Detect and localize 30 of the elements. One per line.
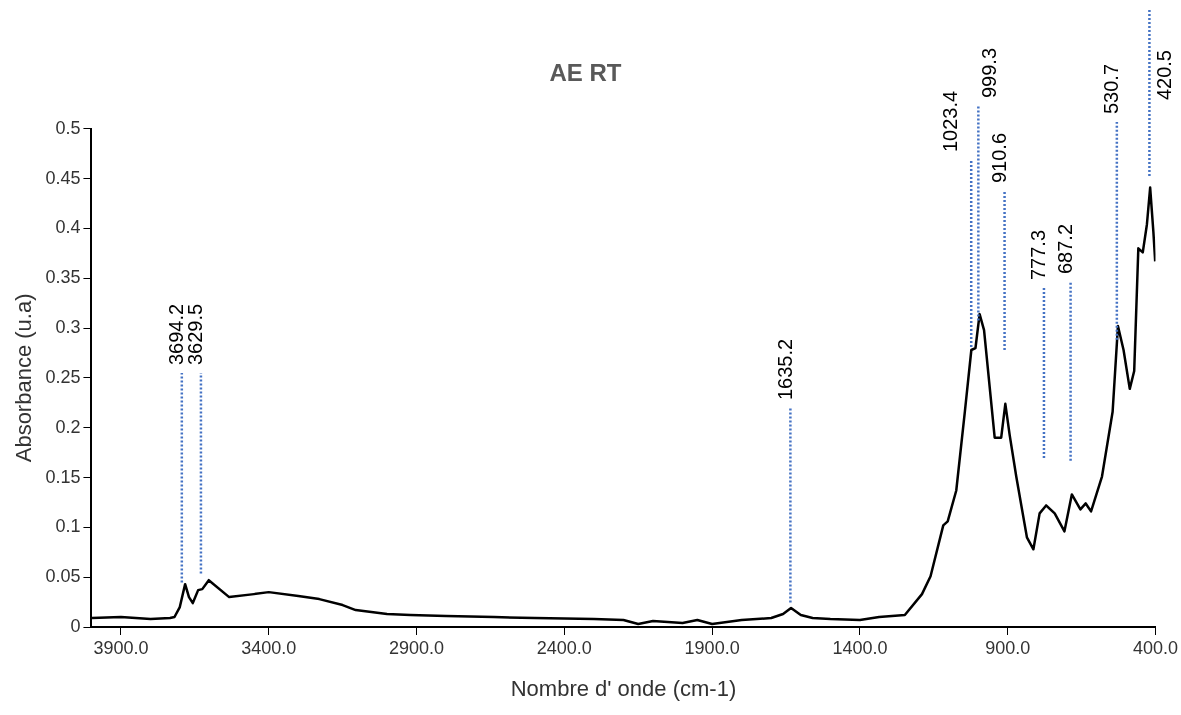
x-tick-label: 3900.0 [93, 637, 149, 658]
ref-line-label: 420.5 [1152, 50, 1175, 101]
ref-line-label: 910.6 [988, 132, 1011, 183]
y-tick-label: 0.3 [55, 317, 81, 338]
y-tick-label: 0.1 [55, 516, 81, 537]
chart-title: AE RT [549, 59, 622, 87]
x-tick-label: 3400.0 [241, 637, 297, 658]
y-tick-label: 0 [70, 615, 81, 636]
x-tick-label: 400.0 [1132, 637, 1178, 658]
y-tick-label: 0.45 [45, 167, 81, 188]
ref-line-label: 530.7 [1100, 63, 1123, 114]
x-tick-label: 900.0 [985, 637, 1031, 658]
y-tick-label: 0.4 [55, 217, 81, 238]
y-tick-label: 0.35 [45, 267, 81, 288]
x-tick-label: 1900.0 [684, 637, 740, 658]
ref-line-label: 687.2 [1054, 223, 1077, 274]
x-tick-label: 2400.0 [536, 637, 592, 658]
x-axis-title: Nombre d' onde (cm-1) [510, 675, 737, 701]
y-tick-label: 0.25 [45, 366, 81, 387]
x-tick-label: 2900.0 [389, 637, 445, 658]
ref-line-label: 777.3 [1027, 229, 1050, 280]
y-tick-label: 0.05 [45, 566, 81, 587]
ref-line-label: 1023.4 [938, 90, 961, 152]
y-tick-label: 0.5 [55, 117, 81, 138]
x-tick-label: 1400.0 [832, 637, 888, 658]
ref-line-label: 1635.2 [773, 338, 796, 400]
y-tick-label: 0.2 [55, 416, 81, 437]
ref-line-label: 999.3 [977, 47, 1000, 98]
y-tick-label: 0.15 [45, 466, 81, 487]
y-axis-title: Absorbance (u.a) [11, 293, 37, 463]
